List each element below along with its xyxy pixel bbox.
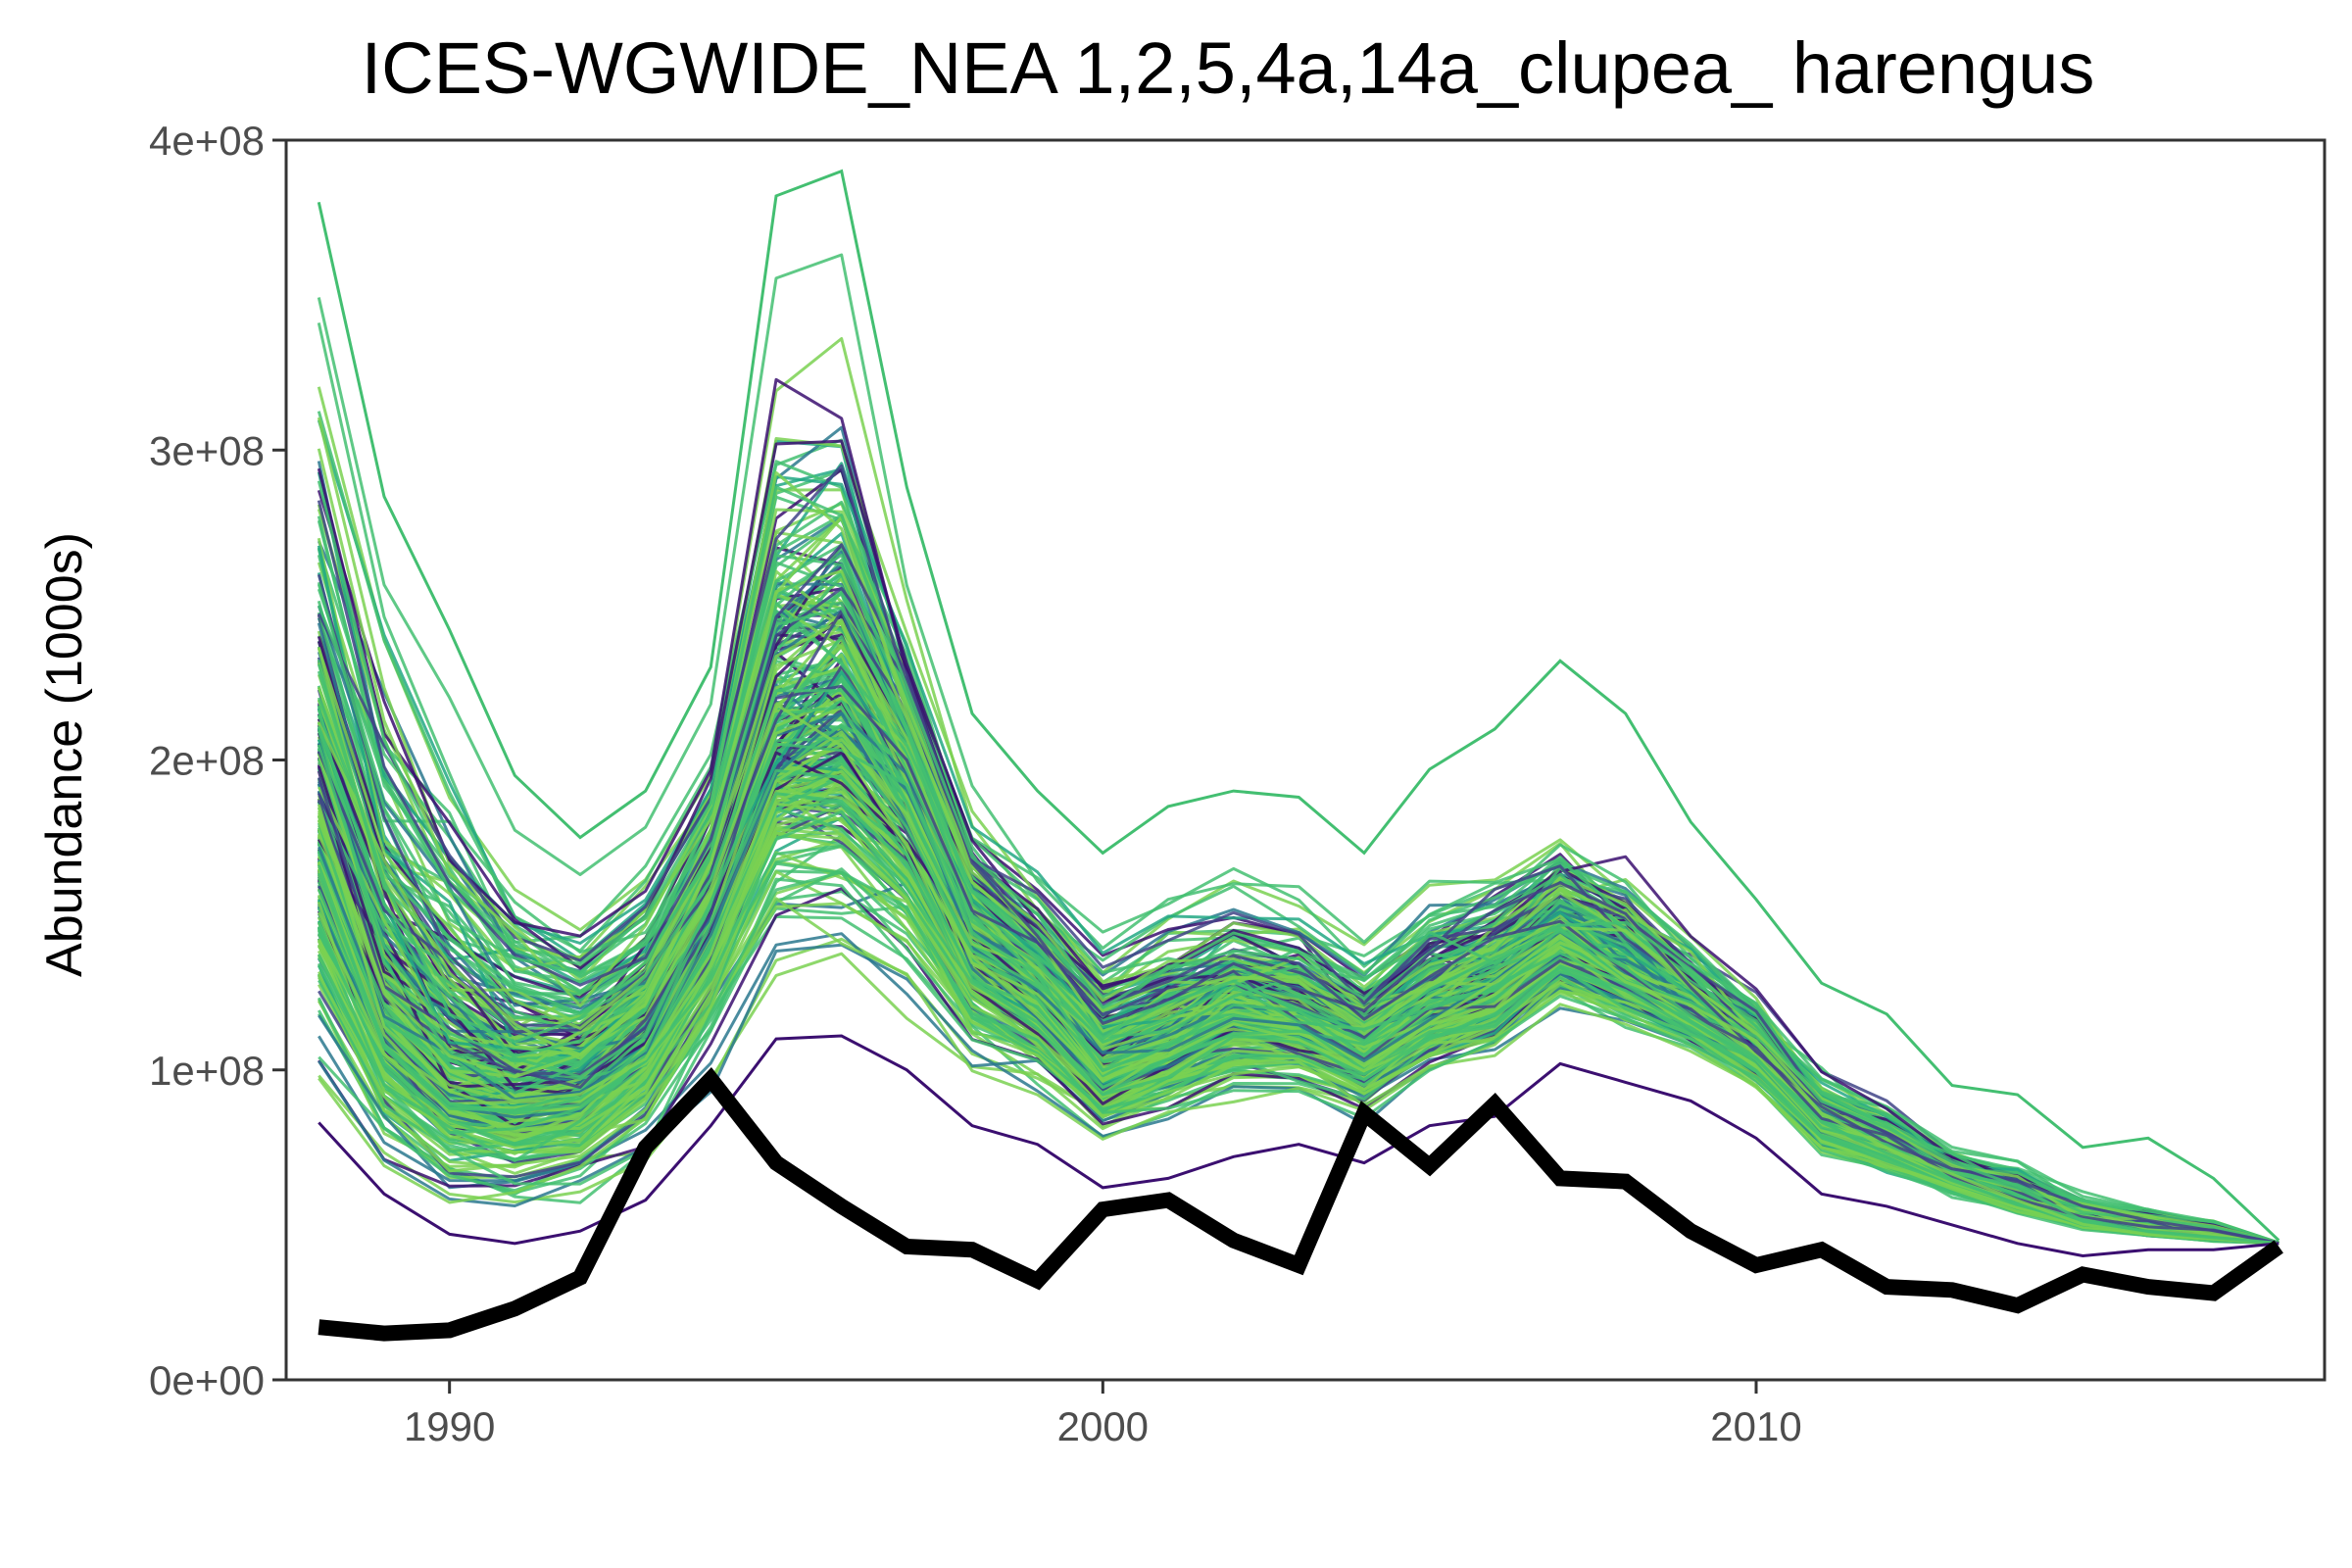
y-tick-label: 0e+00: [149, 1357, 265, 1403]
simulated-series-line: [317, 897, 2279, 1246]
x-tick-label: 2000: [1057, 1403, 1149, 1449]
observed-series-group: [318, 1066, 2283, 1342]
simulated-series-line: [317, 448, 2279, 1246]
simulated-series-lower-line: [318, 1034, 2279, 1258]
x-tick-label: 1990: [404, 1403, 495, 1449]
observed-series-line: [318, 1066, 2283, 1342]
x-tick-label: 2010: [1710, 1403, 1801, 1449]
simulated-series-group: [317, 169, 2280, 1258]
simulated-series-line: [317, 377, 2279, 1245]
x-axis: 1990 2000 2010: [404, 1380, 1802, 1449]
y-tick-label: 2e+08: [149, 738, 265, 784]
simulated-series-line: [317, 500, 2279, 1246]
simulated-series-line: [317, 703, 2279, 1246]
plot-panel: [284, 138, 2327, 1382]
simulated-series-line: [317, 738, 2279, 1246]
y-tick-label: 4e+08: [149, 118, 265, 164]
simulated-series-line: [317, 684, 2279, 1246]
simulated-series-line: [317, 253, 2279, 1245]
y-tick-label: 3e+08: [149, 427, 265, 473]
simulated-series-line: [317, 725, 2279, 1246]
simulated-series-line: [317, 485, 2279, 1246]
y-axis: 0e+00 1e+08 2e+08 3e+08 4e+08: [149, 118, 286, 1403]
chart-title: ICES-WGWIDE_NEA 1,2,5,4a,14a_clupea_ har…: [362, 27, 2095, 109]
y-axis-title: Abundance (1000s): [36, 532, 93, 977]
y-tick-label: 1e+08: [149, 1048, 265, 1094]
simulated-series-upper-line: [317, 169, 2280, 1242]
